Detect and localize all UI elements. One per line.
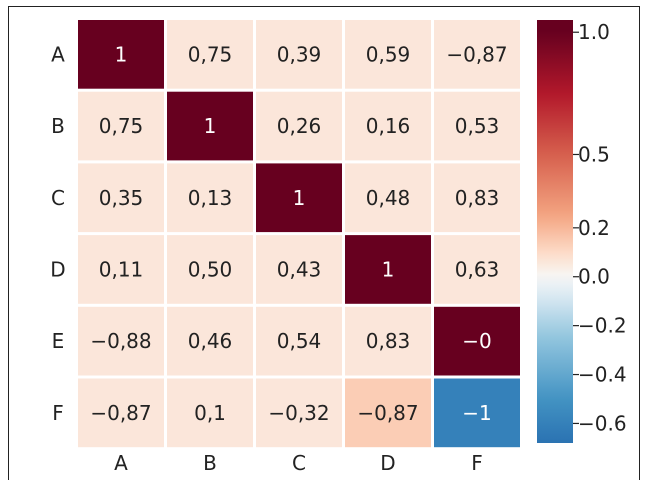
heatmap-cell [256, 235, 342, 304]
row-tick-label: B [51, 114, 65, 138]
cell-label: 0,48 [366, 186, 411, 210]
heatmap-cell [434, 235, 520, 304]
heatmap-cell [434, 306, 520, 376]
cell-label: 0,13 [188, 186, 233, 210]
cell-label: 0,43 [277, 257, 322, 281]
cell-label: −0 [462, 329, 491, 353]
cell-label: 0,54 [277, 329, 322, 353]
cell-label: −1 [462, 401, 491, 425]
cell-label: 0,53 [455, 114, 500, 138]
colorbar-tick-label: 1.0 [578, 20, 610, 44]
col-tick-label: F [471, 451, 483, 475]
heatmap-cell [78, 378, 164, 448]
cell-label: 0,50 [188, 257, 233, 281]
heatmap-cell [345, 378, 431, 448]
heatmap-cell [78, 235, 164, 304]
col-tick-label: C [292, 451, 306, 475]
cell-label: 0,59 [366, 42, 411, 66]
cell-label: 0,11 [99, 257, 144, 281]
colorbar-tick-label: −0.2 [578, 314, 627, 338]
col-tick-label: A [114, 451, 128, 475]
heatmap-cell [256, 378, 342, 448]
colorbar-tick-label: 0.2 [578, 216, 610, 240]
cell-label: 0,83 [366, 329, 411, 353]
heatmap-cell [345, 91, 431, 161]
cell-label: −0,87 [90, 401, 151, 425]
heatmap-cell [167, 91, 253, 161]
cell-label: −0,87 [446, 42, 507, 66]
heatmap-cell [78, 163, 164, 233]
heatmap-cell [256, 20, 342, 89]
heatmap-cell [78, 306, 164, 376]
row-tick-label: A [51, 42, 65, 66]
heatmap-cell [78, 91, 164, 161]
cell-label: −0,87 [357, 401, 418, 425]
heatmap-cell [434, 91, 520, 161]
heatmap-cell [167, 20, 253, 89]
heatmap-cell [167, 163, 253, 233]
cell-label: −0,88 [90, 329, 151, 353]
col-tick-label: D [380, 451, 395, 475]
cell-label: 1 [293, 186, 306, 210]
figure-frame [8, 6, 640, 480]
cell-label: 0,46 [188, 329, 233, 353]
heatmap-cell [345, 163, 431, 233]
cell-label: 1 [204, 114, 217, 138]
cell-label: −0,32 [268, 401, 329, 425]
colorbar [537, 20, 573, 443]
colorbar-tick-label: 0.0 [578, 265, 610, 289]
cell-label: 0,75 [99, 114, 144, 138]
cell-label: 0,39 [277, 42, 322, 66]
colorbar-tick-label: −0.4 [578, 363, 627, 387]
heatmap-cell [167, 306, 253, 376]
heatmap-cell [434, 378, 520, 448]
colorbar-tick-label: −0.6 [578, 411, 627, 435]
row-tick-label: E [52, 329, 65, 353]
cell-label: 0,35 [99, 186, 144, 210]
row-tick-label: F [52, 401, 64, 425]
heatmap-cell [345, 306, 431, 376]
cell-label: 0,16 [366, 114, 411, 138]
heatmap-cell [345, 235, 431, 304]
heatmap-cell [434, 163, 520, 233]
heatmap-cell [434, 20, 520, 89]
heatmap-cell [256, 306, 342, 376]
heatmap-cell [167, 378, 253, 448]
colorbar-tick-label: 0.5 [578, 142, 610, 166]
cell-label: 0,26 [277, 114, 322, 138]
cell-label: 0,83 [455, 186, 500, 210]
cell-label: 0,63 [455, 257, 500, 281]
heatmap-cell [345, 20, 431, 89]
row-tick-label: C [51, 186, 65, 210]
col-tick-label: B [203, 451, 217, 475]
cell-label: 0,75 [188, 42, 233, 66]
heatmap-cell [256, 91, 342, 161]
heatmap-cell [167, 235, 253, 304]
cell-label: 0,1 [194, 401, 226, 425]
cell-label: 1 [115, 42, 128, 66]
heatmap-cell [78, 20, 164, 89]
cell-label: 1 [382, 257, 395, 281]
heatmap-cell [256, 163, 342, 233]
row-tick-label: D [50, 257, 65, 281]
